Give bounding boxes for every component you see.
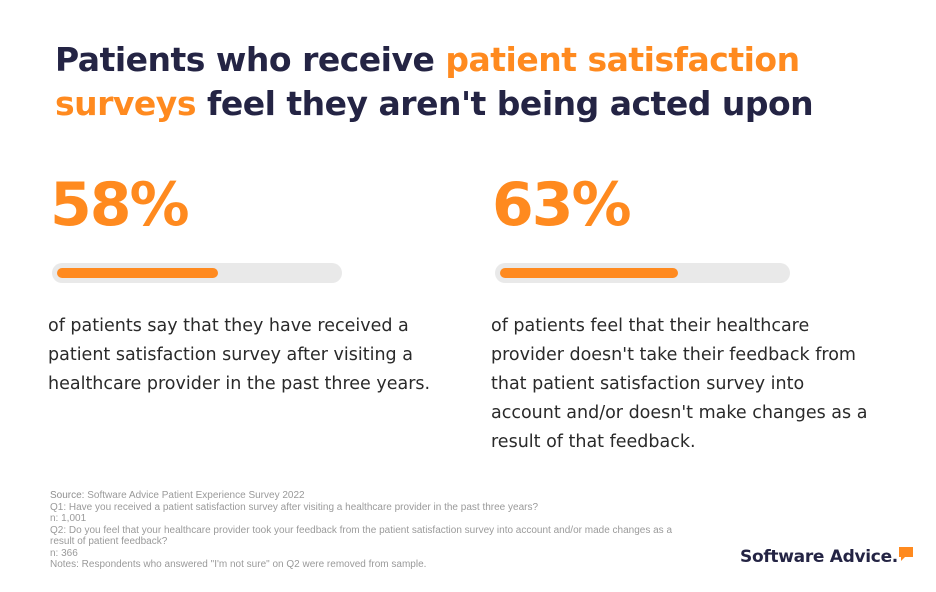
stat-value-2: 63% [492,170,632,240]
stat-description-2: of patients feel that their healthcare p… [491,316,868,452]
progress-fill-1 [57,268,218,278]
title-part1: Patients who receive [55,40,446,79]
progress-fill-2 [500,268,678,278]
footnote-source: Source: Software Advice Patient Experien… [50,490,690,502]
speech-bubble-icon [898,547,913,561]
footnote-n2: n: 366 [50,547,78,559]
footnote-q1: Q1: Have you received a patient satisfac… [50,501,539,513]
progress-track-2 [495,263,790,283]
source-text: Software Advice Patient Experience Surve… [84,490,305,501]
title-part2: feel they aren't being acted upon [195,84,814,123]
footnote-notes: Notes: Respondents who answered "I'm not… [50,559,427,570]
source-label: Source: [50,490,85,501]
footnote-n1: n: 1,001 [50,513,87,524]
software-advice-logo: Software Advice. [740,547,913,567]
logo-text: Software Advice. [740,547,898,567]
page-title: Patients who receive patient satisfactio… [55,38,895,126]
stat-description-1: of patients say that they have received … [48,316,431,394]
stat-value-1: 58% [50,170,190,240]
title-highlight: patient satisfaction surveys [55,40,800,123]
footnote-q2: Q2: Do you feel that your healthcare pro… [50,524,673,548]
progress-track-1 [52,263,342,283]
source-footnote: Source: Software Advice Patient Experien… [50,490,690,571]
